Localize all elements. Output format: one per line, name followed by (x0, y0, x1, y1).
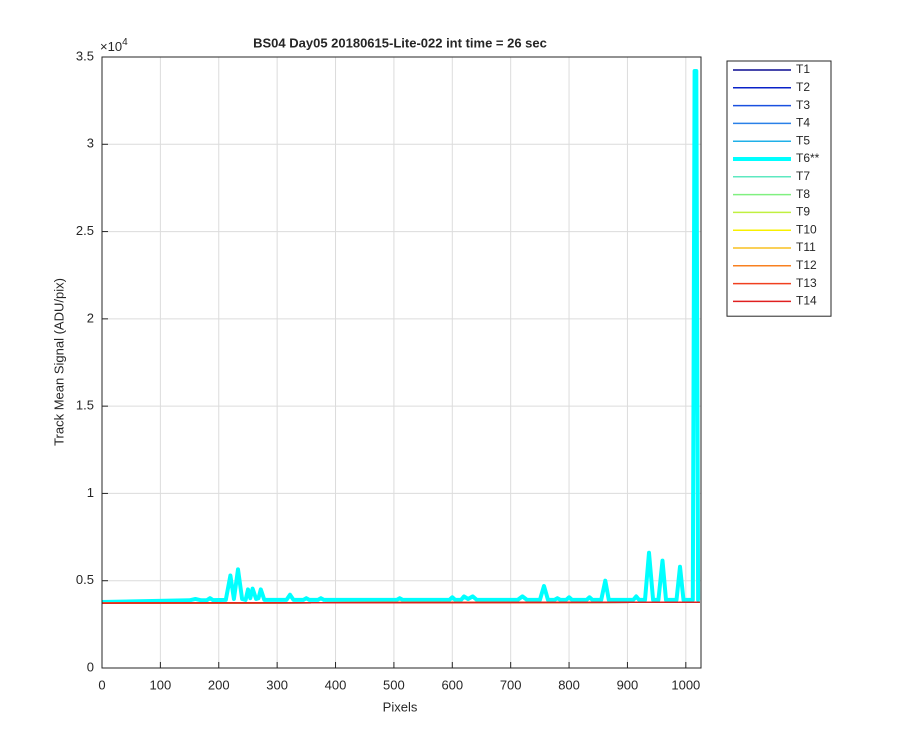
legend-label: T8 (796, 187, 810, 201)
y-axis-label: Track Mean Signal (ADU/pix) (51, 278, 66, 446)
x-tick-label: 300 (266, 677, 288, 692)
y-multiplier: ×104 (100, 37, 128, 55)
legend-label: T12 (796, 258, 817, 272)
legend-box (726, 60, 832, 317)
x-tick-label: 800 (558, 677, 580, 692)
series-line (101, 601, 700, 604)
chart-title: BS04 Day05 20180615-Lite-022 int time = … (253, 35, 547, 50)
legend-label: T6** (796, 151, 820, 165)
x-tick-label: 200 (208, 677, 230, 692)
y-tick-label: 0.5 (76, 572, 94, 587)
legend-label: T9 (796, 205, 810, 219)
x-tick-label: 600 (441, 677, 463, 692)
y-tick-label: 1.5 (76, 398, 94, 413)
y-multiplier-base: ×10 (100, 39, 122, 54)
legend-label: T3 (796, 98, 810, 112)
y-tick-label: 1 (87, 485, 94, 500)
y-tick-label: 3 (87, 136, 94, 151)
x-tick-label: 0 (98, 677, 105, 692)
x-tick-label: 1000 (671, 677, 700, 692)
plot-border (101, 56, 702, 669)
y-tick-label: 2.5 (76, 223, 94, 238)
x-tick-label: 100 (150, 677, 172, 692)
legend-label: T13 (796, 276, 817, 290)
legend-label: T7 (796, 169, 810, 183)
legend-label: T5 (796, 133, 810, 147)
x-tick-label: 400 (325, 677, 347, 692)
y-tick-label: 2 (87, 310, 94, 325)
x-tick-label: 900 (617, 677, 639, 692)
x-tick-label: 500 (383, 677, 405, 692)
legend-label: T2 (796, 80, 810, 94)
y-multiplier-exponent: 4 (122, 37, 128, 48)
legend-label: T4 (796, 116, 810, 130)
y-tick-label: 3.5 (76, 48, 94, 63)
series-line (101, 69, 701, 604)
x-axis-label: Pixels (383, 699, 418, 714)
legend-label: T14 (796, 294, 817, 308)
x-tick-label: 700 (500, 677, 522, 692)
legend-label: T1 (796, 62, 810, 76)
y-tick-label: 0 (87, 659, 94, 674)
legend-label: T11 (796, 240, 816, 254)
legend-label: T10 (796, 222, 817, 236)
